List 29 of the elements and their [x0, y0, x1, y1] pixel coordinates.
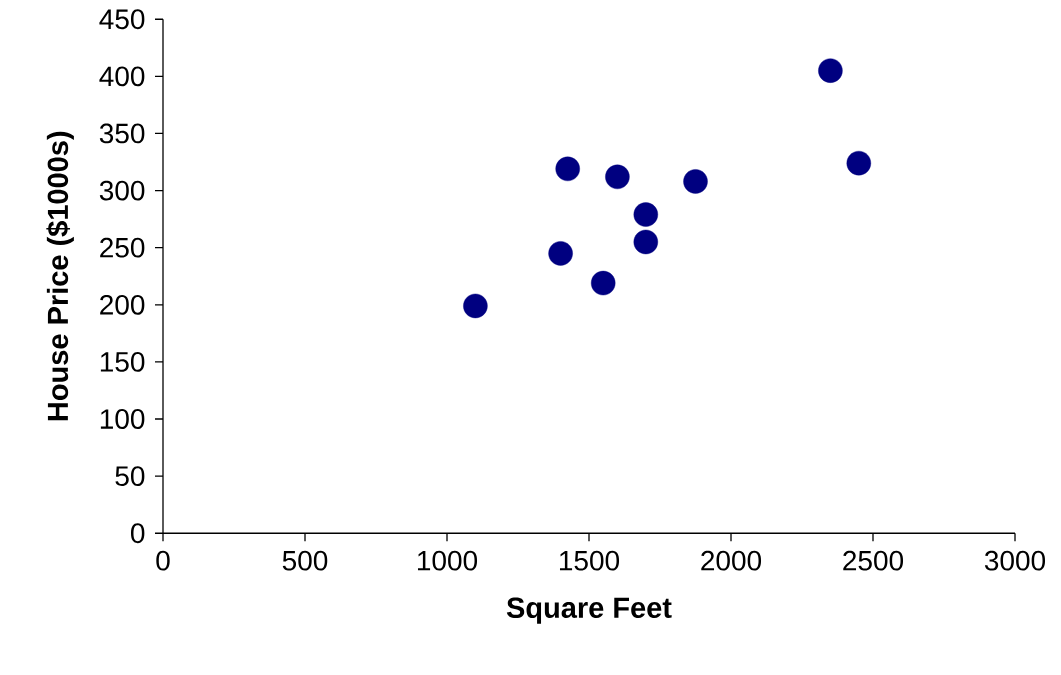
y-tick-label: 250 [100, 237, 145, 258]
y-tick-label: 50 [115, 466, 145, 486]
point [463, 293, 488, 319]
point [555, 156, 580, 181]
y-tick-label: 400 [99, 66, 145, 87]
x-tick-label: 500 [282, 550, 328, 571]
x-tick-label: 1000 [417, 550, 478, 571]
x-tick-label: 3000 [984, 550, 1046, 571]
x-tick-label: 2000 [701, 550, 762, 571]
x-tick-label: 2500 [843, 550, 904, 571]
point [605, 164, 630, 189]
point [818, 58, 843, 83]
x-tick-label: 1500 [559, 550, 620, 571]
y-tick-label: 150 [100, 351, 145, 372]
y-tick-label: 0 [131, 523, 145, 544]
point [683, 169, 708, 194]
x-axis-title: Square Feet [506, 597, 672, 624]
y-tick-label: 350 [99, 123, 145, 144]
y-tick-label: 100 [100, 409, 145, 429]
point [548, 241, 573, 266]
point [633, 202, 658, 227]
y-tick-label: 200 [100, 294, 145, 315]
y-axis-title: House Price ($1000s) [46, 131, 74, 421]
point [846, 150, 871, 176]
y-tick-label: 450 [99, 9, 145, 30]
point [591, 270, 616, 296]
point [633, 229, 658, 255]
x-tick-label: 0 [156, 550, 170, 571]
y-tick-label: 300 [99, 180, 145, 201]
